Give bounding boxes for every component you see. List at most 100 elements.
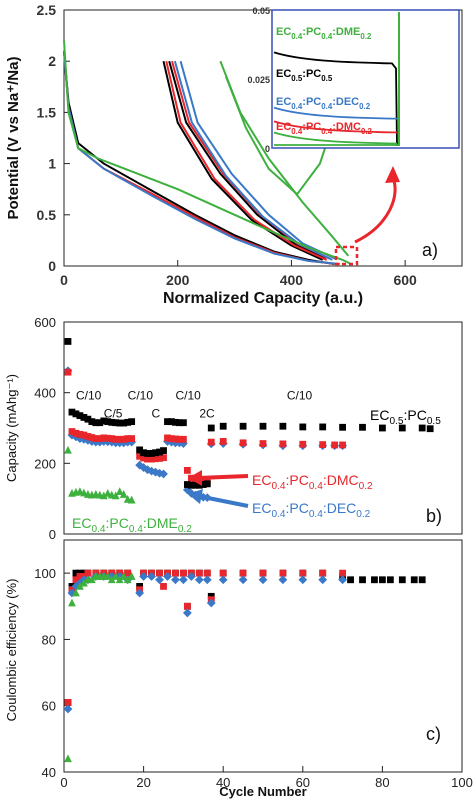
panel-b-point (172, 418, 179, 426)
panel-c-point (202, 575, 212, 585)
panel-c-ylabel: Coulombic efficiency (%) (4, 579, 19, 722)
panel-c-point (84, 569, 92, 577)
panel-b-point (144, 450, 151, 457)
inset-curve (273, 131, 397, 145)
panel-a-xtick-label: 200 (166, 272, 190, 288)
inset-series-label: EC0.4:PC0.4:DME0.2 (276, 26, 372, 41)
panel-c-point (76, 582, 84, 590)
panel-c-point (239, 569, 247, 577)
panel-c-frame (63, 539, 463, 773)
panel-c-point (195, 569, 203, 577)
inset-frame (271, 9, 460, 149)
panel-a-ylabel: Potential (V vs Na⁺/Na) (5, 57, 22, 220)
panel-b-point (96, 419, 104, 427)
panel-b-point (124, 418, 132, 426)
panel-b-point (140, 449, 147, 457)
panel-b-point (84, 433, 92, 440)
panel-b-point (120, 435, 128, 443)
panel-b-series-label: EC0.4:PC0.4:DEC0.2 (252, 500, 371, 520)
panel-c-point (172, 569, 179, 577)
panel-b-point (112, 435, 120, 443)
panel-b-point (151, 467, 160, 477)
panel-b-point (76, 430, 84, 438)
dec-arrow (197, 494, 249, 508)
panel-c-point (124, 569, 132, 577)
panel-b-point (64, 368, 72, 376)
panel-b-point (359, 423, 366, 431)
inset-ytick-label: 0.05 (252, 6, 270, 16)
panel-b-point (331, 441, 339, 449)
panel-c-ytick-label: 100 (34, 566, 56, 581)
panel-b-point (164, 418, 171, 426)
panel-b-point (180, 435, 187, 443)
panel-a-ytick-label: 1.5 (37, 104, 57, 120)
panel-c-point (63, 704, 73, 714)
panel-b-point (418, 424, 426, 432)
rate-label: 2C (199, 406, 215, 420)
panel-b-point (299, 423, 307, 431)
panel-b-series-label: EC0.4:PC0.4:DMC0.2 (252, 472, 373, 492)
panel-b-point (115, 487, 124, 495)
panel-c-point (163, 572, 172, 581)
panel-c-point (386, 576, 394, 584)
panel-c-label: c) (426, 724, 441, 744)
panel-c-point (155, 575, 164, 585)
panel-b-point (207, 438, 215, 446)
panel-b-point (279, 440, 287, 448)
panel-b-point (426, 425, 434, 433)
panel-c-point (72, 588, 80, 597)
inset-curve (273, 51, 398, 147)
panel-c-point (238, 575, 248, 585)
panel-b-point (111, 491, 120, 500)
panel-c-point (379, 576, 386, 584)
panel-c-point (115, 575, 124, 584)
panel-c-point (171, 575, 180, 585)
panel-b-ytick-label: 0 (49, 527, 56, 542)
panel-a-xtick-label: 400 (280, 272, 304, 288)
panel-c-point (76, 573, 84, 580)
panel-c-point (339, 569, 346, 577)
panel-b-point (88, 434, 96, 441)
panel-c-xtick-label: 20 (136, 775, 150, 790)
panel-b-point (319, 423, 327, 431)
panel-c: 0 20 40 60 80 100 40 60 80 100 Cycle Number Coulo… (4, 539, 473, 799)
panel-b-point (104, 434, 112, 442)
panel-b-point (72, 429, 80, 437)
panel-a-xlabel: Normalized Capacity (a.u.) (163, 290, 363, 307)
panel-c-point (318, 575, 328, 585)
rate-label: C/10 (175, 389, 201, 403)
panel-b-point (164, 434, 171, 442)
panel-c-point (64, 699, 72, 706)
panel-c-point (160, 583, 167, 590)
panel-c-xtick-label: 80 (375, 775, 389, 790)
panel-a-ytick-label: 2 (48, 53, 56, 69)
panel-c-ytick-label: 60 (42, 699, 56, 714)
panel-a: 0 200 400 600 0 0.5 1 1.5 2 2.5 Normalized Capaci… (5, 2, 463, 307)
rate-label: C/10 (76, 389, 102, 403)
panel-a-xtick-label: 0 (60, 272, 68, 288)
panel-c-point (410, 576, 418, 584)
panel-c-point (371, 576, 378, 584)
inset-series-label: EC0.4:PC0.4:DEC0.2 (276, 96, 371, 111)
panel-b-point (299, 440, 307, 448)
panel-b-point (183, 467, 191, 474)
panel-c-point (319, 569, 327, 577)
inset-ytick-label: 0 (265, 144, 270, 154)
panel-b-point (379, 424, 386, 432)
panel-c-point (179, 575, 188, 585)
panel-a-cycle-curve (168, 60, 326, 260)
panel-c-point (299, 569, 307, 577)
panel-a-frame (63, 9, 463, 267)
panel-b-point (84, 415, 92, 423)
panel-b-point (319, 441, 327, 449)
panel-a-xtick-label: 600 (393, 272, 417, 288)
panel-a-discharge-curve (63, 40, 352, 265)
panel-b-point (128, 435, 136, 442)
rate-label: C/10 (128, 389, 154, 403)
panel-b-point (108, 418, 116, 426)
panel-c-point (80, 578, 88, 587)
rate-label: C/5 (104, 406, 123, 420)
zoom-highlight-box (334, 245, 359, 266)
